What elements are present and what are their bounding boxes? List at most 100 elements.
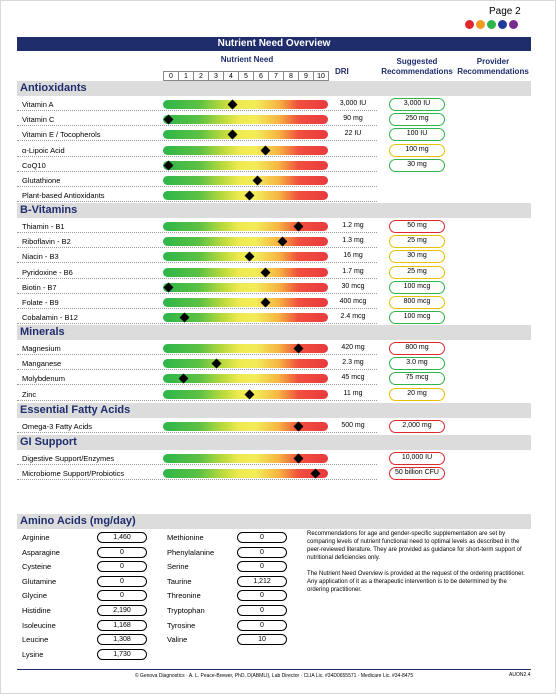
dri-value: 500 mg [341,422,365,429]
nutrient-name: Zinc [22,389,37,399]
amino-acid-value: 0 [237,605,287,616]
nutrient-row: Pyridoxine - B6 1.7 mg 25 mg [17,265,531,280]
nutrient-row: Thiamin - B1 1.2 mg 50 mg [17,219,531,234]
dri-value: 2.3 mg [342,359,364,367]
need-bar [163,114,328,125]
brand-dot [465,20,474,29]
brand-dot [498,20,507,29]
need-marker [293,453,304,464]
suggested-recommendation: 50 mg [389,220,445,233]
need-marker [260,297,271,308]
need-bar [163,145,328,156]
need-marker [260,267,271,278]
amino-acid-row: Valine 10 [167,634,289,646]
amino-acid-row: Glutamine 0 [22,575,149,588]
nutrient-row: CoQ10 30 mg [17,158,531,173]
dri-value: 1.2 mg [342,222,364,229]
amino-acid-name: Histidine [22,606,51,615]
row-leader [17,292,377,294]
amino-acid-value: 2,190 [97,605,147,616]
suggested-recommendation: 3,000 IU [389,98,445,111]
nutrient-row: Microbiome Support/Probiotics 50 billion… [17,466,531,481]
amino-acid-value: 0 [237,561,287,573]
amino-acid-value: 10 [237,634,287,646]
need-bar [163,282,328,293]
dri-value: 22 IU [344,130,362,138]
note-paragraph-1: Recommendations for age and gender-speci… [307,531,522,561]
nutrient-name: Biotin - B7 [22,282,57,292]
need-marker [293,421,304,432]
nutrient-name: Vitamin A [22,100,54,109]
need-marker [252,175,263,186]
need-marker [244,251,255,262]
need-bar [163,373,328,384]
amino-acids-title: Amino Acids (mg/day) [17,514,531,529]
dri-value: 400 mcg [339,298,367,305]
need-bar [163,160,328,171]
row-leader [17,140,377,142]
amino-acid-value: 0 [237,532,287,543]
dri-value: 90 mg [343,115,363,123]
suggested-recommendation: 100 mg [389,143,445,157]
scale-tick: 8 [283,71,298,81]
need-marker [293,343,304,354]
need-bar [163,389,328,400]
nutrient-row: Manganese 2.3 mg 3.0 mg [17,356,531,371]
dri-value: 45 mcg [341,374,365,382]
scale-tick: 3 [208,71,223,81]
amino-acid-row: Taurine 1,212 [167,575,289,588]
row-leader [17,170,377,172]
scale-tick: 1 [178,71,193,81]
amino-acid-name: Tryptophan [167,606,205,615]
brand-dots [465,20,518,29]
row-leader [17,323,377,325]
nutrient-name: Omega-3 Fatty Acids [22,422,93,431]
need-bar [163,312,328,323]
amino-acid-row: Tyrosine 0 [167,619,289,632]
suggested-recommendation: 75 mcg [389,372,445,386]
amino-acid-name: Threonine [167,591,201,601]
suggested-recommendation: 30 mg [389,158,445,172]
nutrient-name: Cobalamin - B12 [22,313,78,323]
nutrient-need-header: Nutrient Need [220,55,274,64]
amino-acid-value: 1,308 [97,634,147,646]
nutrient-name: Molybdenum [22,374,65,384]
section-header: GI Support [17,435,531,450]
amino-acid-name: Leucine [22,635,49,645]
dri-value: 1.7 mg [342,267,364,275]
amino-acid-value: 0 [237,619,287,631]
nutrient-name: Microbiome Support/Probiotics [22,469,125,479]
row-leader [17,110,377,111]
row-leader [17,354,377,355]
need-bar [163,297,328,308]
amino-acid-value: 1,212 [237,575,287,587]
scale-tick: 7 [268,71,283,81]
provider-header: Provider Recommendations [457,57,529,76]
amino-acid-row: Tryptophan 0 [167,605,289,617]
amino-acid-row: Serine 0 [167,561,289,573]
row-leader [17,399,377,401]
suggested-recommendation: 10,000 IU [389,452,445,465]
suggested-recommendation: 100 mcg [389,311,445,325]
need-marker [179,312,190,323]
suggested-recommendation: 50 billion CFU [389,467,445,481]
dri-value: 1.3 mg [342,237,364,245]
nutrient-row: Niacin - B3 16 mg 30 mg [17,249,531,264]
nutrient-row: Cobalamin - B12 2.4 mcg 100 mcg [17,310,531,325]
need-bar [163,175,328,186]
amino-acid-name: Glycine [22,591,48,601]
amino-acid-row: Phenylalanine 0 [167,546,289,559]
nutrient-name: Digestive Support/Enzymes [22,454,115,463]
suggested-header: Suggested Recommendations [381,57,453,76]
need-bar [163,99,328,110]
dri-value: 2.4 mcg [340,313,366,321]
amino-acid-value: 1,168 [97,619,147,631]
footer-code: AUON2.4 [509,672,531,678]
nutrient-row: Folate - B9 400 mcg 800 mcg [17,295,531,310]
amino-acid-name: Asparagine [22,547,60,557]
suggested-recommendation: 100 mcg [389,280,445,294]
dri-value: 3,000 IU [339,100,367,107]
need-bar [163,343,328,354]
amino-acid-value: 1,730 [97,648,147,660]
amino-acid-row: Arginine 1,460 [22,532,149,544]
